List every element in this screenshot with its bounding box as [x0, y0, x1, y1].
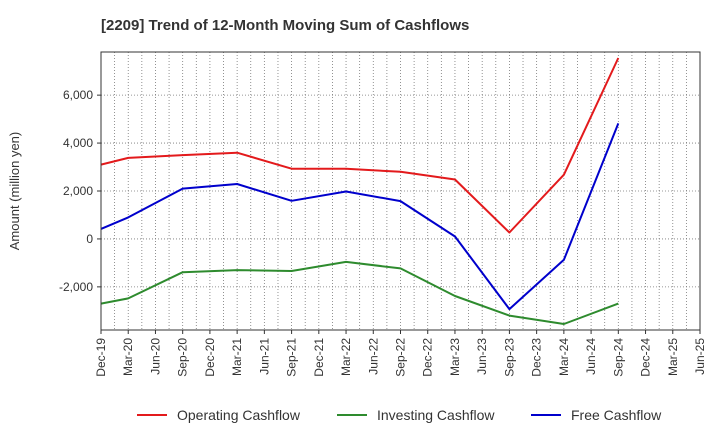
- x-tick-label: Mar-22: [339, 338, 353, 376]
- x-tick-label: Dec-23: [530, 338, 544, 377]
- legend-label: Operating Cashflow: [177, 407, 301, 423]
- x-tick-label: Sep-21: [285, 338, 299, 377]
- x-tick-label: Jun-23: [475, 338, 489, 375]
- legend: Operating Cashflow Investing Cashflow Free…: [137, 407, 662, 423]
- series-lines: [100, 57, 620, 325]
- plot-frame: [100, 51, 701, 331]
- x-tick-label: Jun-21: [257, 338, 271, 375]
- x-tick-label: Mar-21: [230, 338, 244, 376]
- x-tick-label: Jun-25: [693, 338, 707, 375]
- x-tick-label: Dec-24: [639, 338, 653, 377]
- x-tick-label: Dec-20: [203, 338, 217, 377]
- y-tick-label: 4,000: [63, 136, 93, 150]
- legend-label: Investing Cashflow: [377, 407, 495, 423]
- x-tick-label: Mar-20: [121, 338, 135, 376]
- chart-title: [2209] Trend of 12-Month Moving Sum of C…: [101, 17, 469, 34]
- y-tick-label: 2,000: [63, 184, 93, 198]
- x-tick-label: Dec-19: [94, 338, 108, 377]
- x-tick-label: Dec-22: [421, 338, 435, 377]
- x-tick-label: Mar-25: [666, 338, 680, 376]
- series-line-free-cashflow: [100, 123, 620, 311]
- x-tick-label: Sep-24: [611, 338, 625, 377]
- y-axis-ticks: -2,000 0 2,000 4,000 6,000: [59, 88, 101, 294]
- series-line-operating-cashflow: [100, 57, 620, 234]
- x-tick-label: Dec-21: [312, 338, 326, 377]
- y-tick-label: 6,000: [63, 88, 93, 102]
- x-axis-ticks: Dec-19 Mar-20 Jun-20 Sep-20 Dec-20 Mar-21 Jun-…: [94, 330, 707, 377]
- series-line-investing-cashflow: [100, 260, 619, 325]
- x-tick-label: Mar-24: [557, 338, 571, 376]
- x-tick-label: Sep-22: [394, 338, 408, 377]
- x-tick-label: Sep-20: [176, 338, 190, 377]
- x-tick-label: Jun-22: [366, 338, 380, 375]
- grid: [101, 52, 700, 330]
- x-tick-label: Mar-23: [448, 338, 462, 376]
- legend-label: Free Cashflow: [571, 407, 662, 423]
- y-tick-label: -2,000: [59, 280, 93, 294]
- x-tick-label: Sep-23: [502, 338, 516, 377]
- x-tick-label: Jun-20: [148, 338, 162, 375]
- y-axis-label: Amount (million yen): [7, 132, 22, 251]
- y-tick-label: 0: [86, 232, 93, 246]
- x-tick-label: Jun-24: [584, 338, 598, 375]
